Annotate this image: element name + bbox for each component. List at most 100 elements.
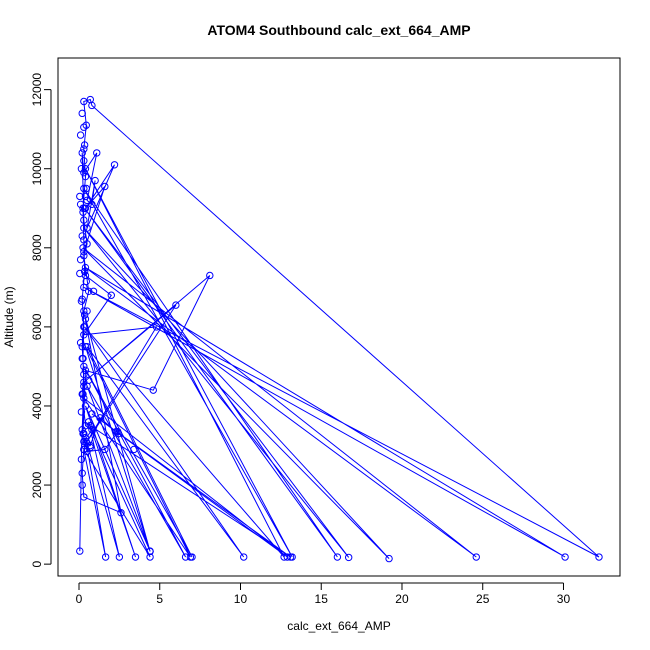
data-point bbox=[110, 161, 119, 169]
data-point bbox=[80, 145, 88, 153]
data-point bbox=[80, 248, 88, 256]
data-point bbox=[80, 97, 88, 106]
y-tick-label: 12000 bbox=[30, 73, 44, 107]
plot-frame bbox=[57, 57, 621, 577]
data-point bbox=[81, 172, 90, 181]
data-point bbox=[344, 553, 353, 562]
data-point bbox=[83, 307, 91, 315]
x-tick-label: 15 bbox=[315, 592, 329, 606]
data-point bbox=[76, 547, 84, 555]
data-point bbox=[80, 184, 88, 193]
y-tick-label: 0 bbox=[30, 560, 44, 567]
data-point bbox=[80, 323, 89, 331]
data-point bbox=[101, 182, 109, 191]
x-tick-label: 30 bbox=[557, 592, 571, 606]
data-point bbox=[77, 297, 86, 305]
data-point bbox=[80, 382, 88, 390]
data-point bbox=[96, 414, 104, 422]
data-point bbox=[80, 394, 88, 402]
data-point bbox=[78, 149, 86, 157]
data-point bbox=[146, 553, 154, 561]
data-point bbox=[101, 553, 110, 561]
data-point bbox=[130, 445, 138, 454]
x-tick-label: 25 bbox=[476, 592, 490, 606]
y-axis: 0 2000 4000 6000 8000 10000 12000 bbox=[30, 73, 52, 567]
data-point bbox=[595, 553, 603, 561]
data-point bbox=[80, 378, 88, 386]
data-point bbox=[84, 287, 93, 295]
data-point bbox=[81, 204, 90, 212]
data-point bbox=[80, 331, 88, 339]
data-point bbox=[81, 263, 90, 272]
data-point bbox=[80, 168, 88, 177]
data-point bbox=[76, 269, 84, 278]
data-point bbox=[81, 402, 90, 410]
data-point bbox=[76, 192, 84, 201]
data-point bbox=[81, 342, 90, 351]
data-point bbox=[146, 547, 154, 556]
data-point bbox=[131, 553, 140, 561]
data-point bbox=[83, 196, 91, 205]
x-tick-label: 20 bbox=[395, 592, 409, 606]
data-point bbox=[83, 240, 91, 248]
series-layer bbox=[76, 95, 603, 563]
x-axis-label: calc_ext_664_AMP bbox=[287, 619, 390, 633]
x-axis: 0 5 10 15 20 25 30 bbox=[76, 582, 571, 606]
data-point bbox=[78, 342, 86, 351]
data-point bbox=[80, 493, 88, 501]
data-point bbox=[84, 376, 93, 384]
data-point bbox=[82, 277, 90, 286]
data-point bbox=[80, 216, 88, 224]
data-point bbox=[78, 481, 86, 489]
data-point bbox=[81, 366, 90, 375]
data-point bbox=[80, 307, 88, 315]
data-point bbox=[78, 232, 86, 240]
data-point bbox=[88, 101, 96, 110]
data-point bbox=[81, 422, 90, 430]
data-point bbox=[80, 370, 88, 379]
data-point bbox=[80, 311, 89, 319]
data-point bbox=[206, 271, 214, 280]
data-point bbox=[80, 267, 89, 276]
x-tick-label: 0 bbox=[76, 592, 83, 606]
data-point bbox=[81, 192, 90, 201]
data-point bbox=[80, 224, 88, 232]
series-line bbox=[79, 98, 600, 559]
data-point bbox=[83, 439, 91, 448]
data-point bbox=[91, 176, 99, 185]
data-point bbox=[472, 553, 480, 561]
data-point bbox=[81, 315, 90, 323]
data-point bbox=[152, 323, 161, 331]
data-point bbox=[77, 455, 86, 464]
y-tick-label: 8000 bbox=[30, 234, 44, 261]
data-point bbox=[80, 141, 89, 149]
data-point bbox=[77, 408, 86, 416]
data-point bbox=[76, 339, 85, 347]
data-point bbox=[77, 165, 86, 173]
data-point bbox=[93, 149, 101, 157]
data-point bbox=[76, 255, 85, 264]
data-point bbox=[81, 165, 90, 173]
data-point bbox=[82, 121, 90, 129]
data-point bbox=[79, 244, 87, 252]
data-point bbox=[561, 553, 569, 561]
data-point bbox=[115, 553, 124, 561]
data-point bbox=[240, 553, 248, 561]
data-point bbox=[78, 469, 86, 477]
y-tick-label: 6000 bbox=[30, 313, 44, 340]
x-tick-label: 5 bbox=[156, 592, 163, 606]
data-point bbox=[101, 445, 109, 454]
data-point bbox=[333, 553, 342, 561]
data-point bbox=[107, 291, 115, 299]
data-point bbox=[80, 429, 88, 438]
x-tick-label: 10 bbox=[234, 592, 248, 606]
data-point bbox=[149, 386, 157, 394]
data-point bbox=[80, 123, 88, 131]
data-point bbox=[82, 184, 90, 193]
data-point bbox=[86, 422, 94, 430]
y-tick-label: 4000 bbox=[30, 392, 44, 419]
chart-title: ATOM4 Southbound calc_ext_664_AMP bbox=[207, 22, 470, 38]
data-point bbox=[79, 390, 87, 398]
data-point bbox=[385, 554, 393, 563]
